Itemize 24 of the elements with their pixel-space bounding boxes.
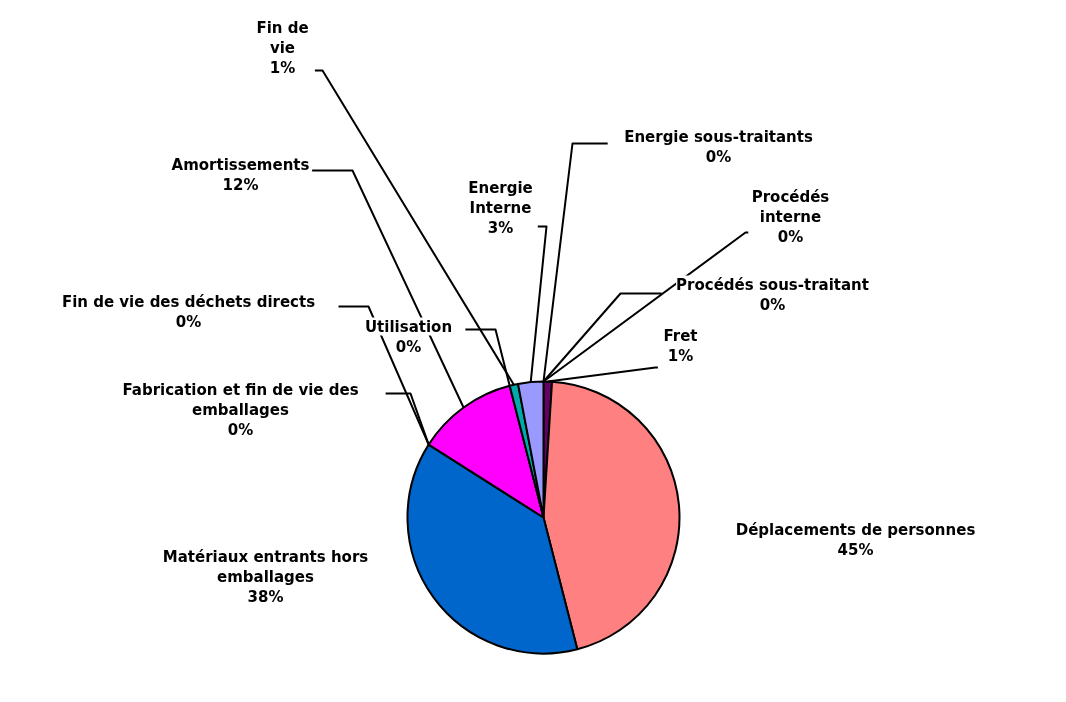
data-label: 1%	[667, 346, 694, 365]
data-label: 38%	[247, 587, 284, 606]
text: 0%	[395, 337, 422, 356]
data-label: 1%	[269, 58, 296, 77]
slice-label: Déplacements de personnes	[735, 520, 976, 539]
slice-label: Amortissements	[171, 155, 310, 174]
category-label: Fabrication et fin de vie des emballages	[122, 380, 359, 419]
slice-label: Matériaux entrants hors emballages	[162, 547, 369, 586]
data-label: 12%	[222, 175, 259, 194]
data-label: 3%	[487, 218, 514, 237]
category-label: Procédés sous-traitant	[676, 275, 869, 294]
category-label: Procédés interne	[751, 187, 830, 226]
text: 0%	[705, 147, 732, 166]
slice-label: Fin de vie	[256, 18, 309, 57]
category-label: Fin de vie des déchets directs	[61, 292, 316, 311]
text: 0%	[759, 295, 786, 314]
text: 0%	[227, 420, 254, 439]
text: 0%	[175, 312, 202, 331]
category-label: Energie sous-traitants	[624, 127, 813, 146]
slice-label: Energie Interne	[468, 178, 533, 217]
category-label: Utilisation	[364, 317, 453, 336]
data-label: 45%	[837, 540, 874, 559]
text: 0%	[777, 227, 804, 246]
slice-label: Fret	[663, 326, 698, 345]
